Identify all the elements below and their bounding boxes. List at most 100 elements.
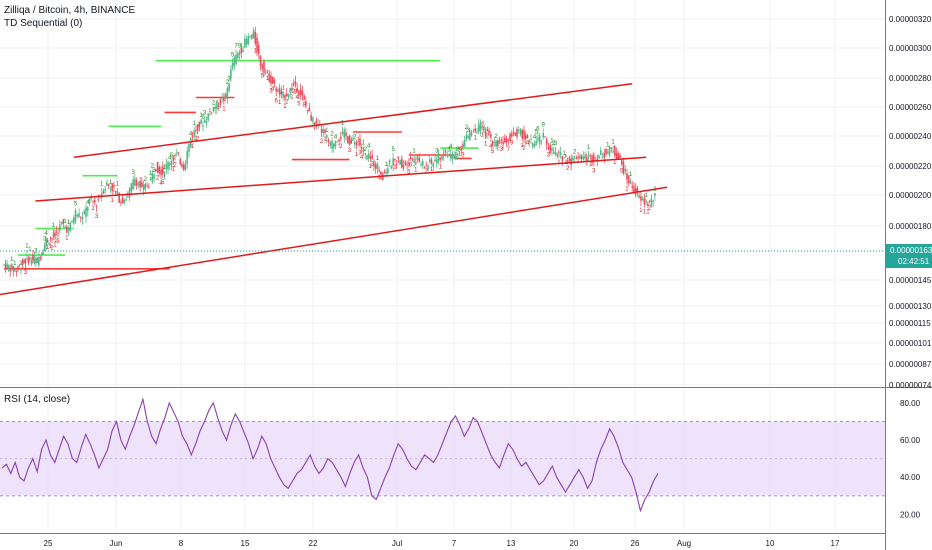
candle-body[interactable] [184,163,187,170]
candle-body[interactable] [622,161,625,174]
candle-body[interactable] [561,156,564,161]
candle-body[interactable] [587,155,590,157]
candle-body[interactable] [284,94,286,99]
candle-body[interactable] [242,50,244,53]
candle-body[interactable] [237,53,239,58]
candle-body[interactable] [233,56,236,66]
candle-body[interactable] [249,36,251,38]
candle-body[interactable] [640,196,642,201]
candle-body[interactable] [568,157,571,161]
candle-body[interactable] [228,83,230,91]
candle-body[interactable] [636,187,639,192]
candle-body[interactable] [205,120,208,124]
candle-body[interactable] [411,158,414,160]
candle-body[interactable] [174,154,176,156]
candle-body[interactable] [212,106,215,112]
candle-body[interactable] [500,139,503,141]
candle-body[interactable] [305,101,307,106]
candle-body[interactable] [301,91,304,96]
candle-body[interactable] [563,157,565,159]
candle-body[interactable] [17,266,19,269]
candle-body[interactable] [601,157,604,158]
candle-body[interactable] [163,172,166,177]
candle-body[interactable] [540,140,543,142]
candle-body[interactable] [69,222,72,231]
candle-body[interactable] [200,119,202,124]
candle-body[interactable] [388,159,391,164]
candle-body[interactable] [49,238,52,240]
candle-body[interactable] [634,188,637,195]
candle-body[interactable] [137,183,140,186]
candle-body[interactable] [442,154,445,156]
candle-body[interactable] [294,81,297,85]
candle-body[interactable] [221,97,223,100]
candle-body[interactable] [104,188,107,191]
candle-body[interactable] [577,156,579,158]
candle-body[interactable] [352,138,354,141]
candle-body[interactable] [320,129,323,133]
candle-body[interactable] [118,193,120,203]
candle-body[interactable] [615,152,618,159]
candle-body[interactable] [214,107,216,109]
candle-body[interactable] [591,155,593,163]
candle-body[interactable] [24,259,27,264]
candle-body[interactable] [121,196,124,204]
candle-body[interactable] [624,169,627,172]
candle-body[interactable] [521,130,524,139]
candle-body[interactable] [326,135,328,138]
candle-body[interactable] [465,134,468,139]
candle-body[interactable] [383,171,386,173]
candle-body[interactable] [469,130,471,141]
candle-body[interactable] [42,252,45,255]
candle-body[interactable] [448,155,450,156]
candle-body[interactable] [291,88,293,91]
candles[interactable] [3,26,656,278]
candle-body[interactable] [259,55,262,66]
candle-body[interactable] [198,121,201,127]
candle-body[interactable] [116,191,119,195]
candle-body[interactable] [254,32,257,44]
candle-body[interactable] [552,152,555,154]
candle-body[interactable] [397,156,400,159]
trendlines[interactable] [0,82,668,296]
candle-body[interactable] [549,145,551,154]
candle-body[interactable] [360,146,363,149]
candle-body[interactable] [390,166,393,169]
candle-body[interactable] [135,179,138,186]
candle-body[interactable] [528,141,531,143]
candle-body[interactable] [366,155,368,160]
candle-body[interactable] [650,198,653,206]
candle-body[interactable] [359,138,361,146]
candle-body[interactable] [85,207,87,218]
candle-body[interactable] [240,47,243,53]
candle-body[interactable] [71,220,73,222]
candle-body[interactable] [38,257,40,266]
candle-body[interactable] [462,144,464,148]
candle-body[interactable] [155,169,157,172]
candle-body[interactable] [608,147,611,156]
candle-body[interactable] [584,154,586,159]
candle-body[interactable] [292,83,295,86]
candle-body[interactable] [282,91,284,98]
candle-body[interactable] [127,193,129,194]
candle-body[interactable] [256,37,258,53]
candle-body[interactable] [647,203,649,206]
candle-body[interactable] [401,158,403,168]
candle-body[interactable] [486,128,489,131]
candle-body[interactable] [128,188,131,198]
candle-body[interactable] [252,30,255,38]
candle-body[interactable] [481,126,483,128]
candle-body[interactable] [545,138,548,145]
candle-body[interactable] [280,91,283,94]
candle-body[interactable] [245,38,248,45]
candle-body[interactable] [146,185,148,187]
candle-body[interactable] [373,162,375,167]
candle-body[interactable] [558,151,560,153]
candle-body[interactable] [165,164,168,169]
candle-body[interactable] [509,133,511,141]
candle-body[interactable] [160,169,162,176]
candle-body[interactable] [523,130,525,139]
candle-body[interactable] [308,107,311,112]
candle-body[interactable] [394,158,396,160]
